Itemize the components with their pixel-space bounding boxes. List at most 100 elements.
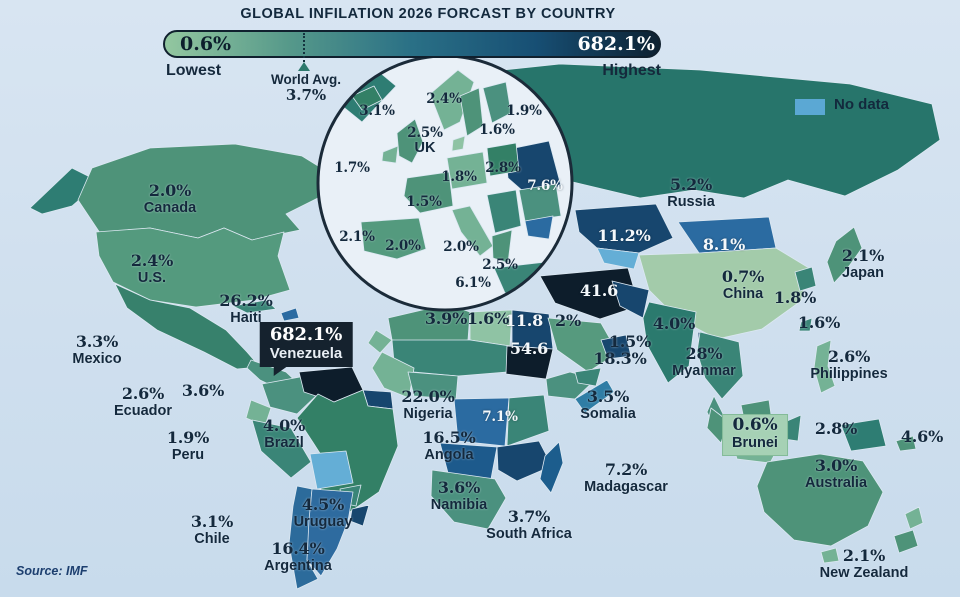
inflation-value: 26.2%	[219, 291, 273, 310]
value-label: 1.6%	[467, 310, 509, 328]
landmass-uk	[396, 118, 424, 164]
landmass-new-zealand-north	[904, 506, 924, 530]
inflation-value: 41.6	[579, 281, 619, 300]
landmass-oman	[600, 334, 632, 360]
value-label: 7.6%	[527, 179, 563, 193]
label-haiti: 26.2% Haiti	[219, 291, 273, 326]
landmass-germany-central-europe	[446, 151, 488, 190]
no-data-label: No data	[834, 96, 890, 113]
label-madagascar: 7.2% Madagascar	[584, 461, 668, 495]
inflation-value: 3.5%	[586, 387, 630, 406]
landmass-australia	[756, 453, 884, 547]
value-label: 41.6	[579, 281, 619, 300]
value-label: 11.2%	[597, 227, 650, 245]
landmass-iberia	[360, 217, 427, 260]
inflation-value: 28%	[685, 344, 723, 363]
inflation-value: 2.8%	[814, 419, 858, 438]
label-ecuador: 2.6% Ecuador	[113, 385, 173, 419]
no-data-swatch	[795, 99, 825, 115]
inflation-value: 2.4%	[426, 91, 462, 107]
landmass-iran-turkey	[539, 267, 640, 320]
inflation-value: 16.5%	[422, 428, 476, 447]
landmass-denmark	[451, 135, 466, 152]
inflation-value: 22.0%	[401, 387, 455, 406]
landmass-france	[403, 171, 454, 214]
label-philippines: 2.6% Philippines	[810, 348, 887, 382]
country-name: Uruguay	[293, 513, 353, 530]
landmass-usa	[95, 227, 291, 308]
label-mexico: 3.3% Mexico	[72, 333, 121, 367]
landmass-somalia	[574, 379, 615, 414]
world-avg-dotted-line	[303, 33, 305, 62]
landmass-west-africa	[371, 351, 415, 399]
inflation-value: 2.5%	[407, 125, 443, 141]
country-name: Brazil	[264, 434, 304, 451]
value-label: 18.3%	[593, 350, 646, 368]
landmass-solomon-islands	[895, 435, 917, 452]
country-name: Venezuela	[269, 344, 343, 362]
country-name: Ecuador	[113, 402, 173, 419]
label-nigeria: 22.0% Nigeria	[401, 387, 455, 422]
landmass-poland	[486, 142, 520, 177]
inflation-value: 4.0%	[262, 416, 306, 435]
landmass-finland	[482, 81, 512, 124]
inflation-value: 1.7%	[334, 160, 370, 176]
landmass-uruguay	[349, 504, 370, 527]
label-uruguay: 4.5% Uruguay	[293, 496, 353, 530]
value-label: 6.1%	[455, 276, 491, 290]
inflation-value: 1.5%	[406, 194, 442, 210]
inflation-value: 0.7%	[721, 267, 765, 286]
inflation-value: 7.6%	[527, 178, 563, 194]
value-label: 2.4%	[426, 92, 462, 106]
world-avg-marker-icon	[298, 62, 310, 71]
inflation-value: 682.1%	[269, 324, 343, 345]
label-japan: 2.1% Japan	[842, 247, 884, 281]
landmass-ireland	[381, 145, 399, 164]
country-name: Chile	[194, 530, 230, 547]
legend-lowest-value: 0.6%	[180, 33, 232, 55]
world-avg-caption: World Avg.	[271, 72, 341, 87]
country-name: Haiti	[230, 309, 262, 326]
label-peru: 1.9% Peru	[167, 429, 209, 463]
country-name: Madagascar	[584, 478, 668, 495]
inflation-value: 6.1%	[455, 275, 491, 291]
label-angola: 16.5% Angola	[422, 428, 476, 463]
inflation-value: 1.6%	[797, 313, 841, 332]
value-label: 1.6%	[479, 123, 515, 137]
legend-highest-caption: Highest	[602, 62, 661, 79]
country-name: Peru	[171, 446, 205, 463]
label-canada: 2.0% Canada	[143, 182, 197, 216]
landmass-tasmania	[820, 547, 840, 564]
value-label: 2.0%	[385, 239, 421, 253]
landmass-central-asia	[596, 247, 640, 270]
label-venezuela: 682.1% Venezuela	[259, 322, 353, 377]
inflation-value: 2.0%	[443, 239, 479, 255]
value-label: 1.6%	[797, 313, 841, 332]
inflation-value: 11.8	[504, 311, 544, 330]
country-name: Myanmar	[672, 362, 736, 379]
inflation-value: 3.7%	[507, 507, 551, 526]
country-name: Canada	[143, 199, 197, 216]
inflation-value: 7.1%	[482, 409, 518, 425]
label-somalia: 3.5% Somalia	[580, 387, 636, 422]
label-brunei: 0.6% Brunei	[722, 414, 788, 456]
landmass-hispaniola	[280, 307, 300, 322]
landmass-korea	[794, 266, 817, 292]
landmass-sweden	[459, 87, 484, 137]
label-brazil: 4.0% Brazil	[262, 416, 306, 451]
value-label: 54.6	[510, 340, 548, 358]
inflation-value: 2.0%	[385, 238, 421, 254]
inflation-value: 8.1%	[702, 235, 746, 254]
country-name: China	[722, 285, 764, 302]
label-u-s-: 2.4% U.S.	[131, 252, 173, 286]
landmass-zambia-mozambique	[496, 440, 553, 482]
value-label: 2.0%	[443, 240, 479, 254]
inflation-value: 1.9%	[506, 103, 542, 119]
value-label: 2.1%	[339, 230, 375, 244]
landmass-japan	[826, 226, 863, 284]
country-name: Argentina	[264, 557, 332, 574]
value-label: 1.8%	[773, 288, 817, 307]
inflation-value: 1.8%	[773, 288, 817, 307]
